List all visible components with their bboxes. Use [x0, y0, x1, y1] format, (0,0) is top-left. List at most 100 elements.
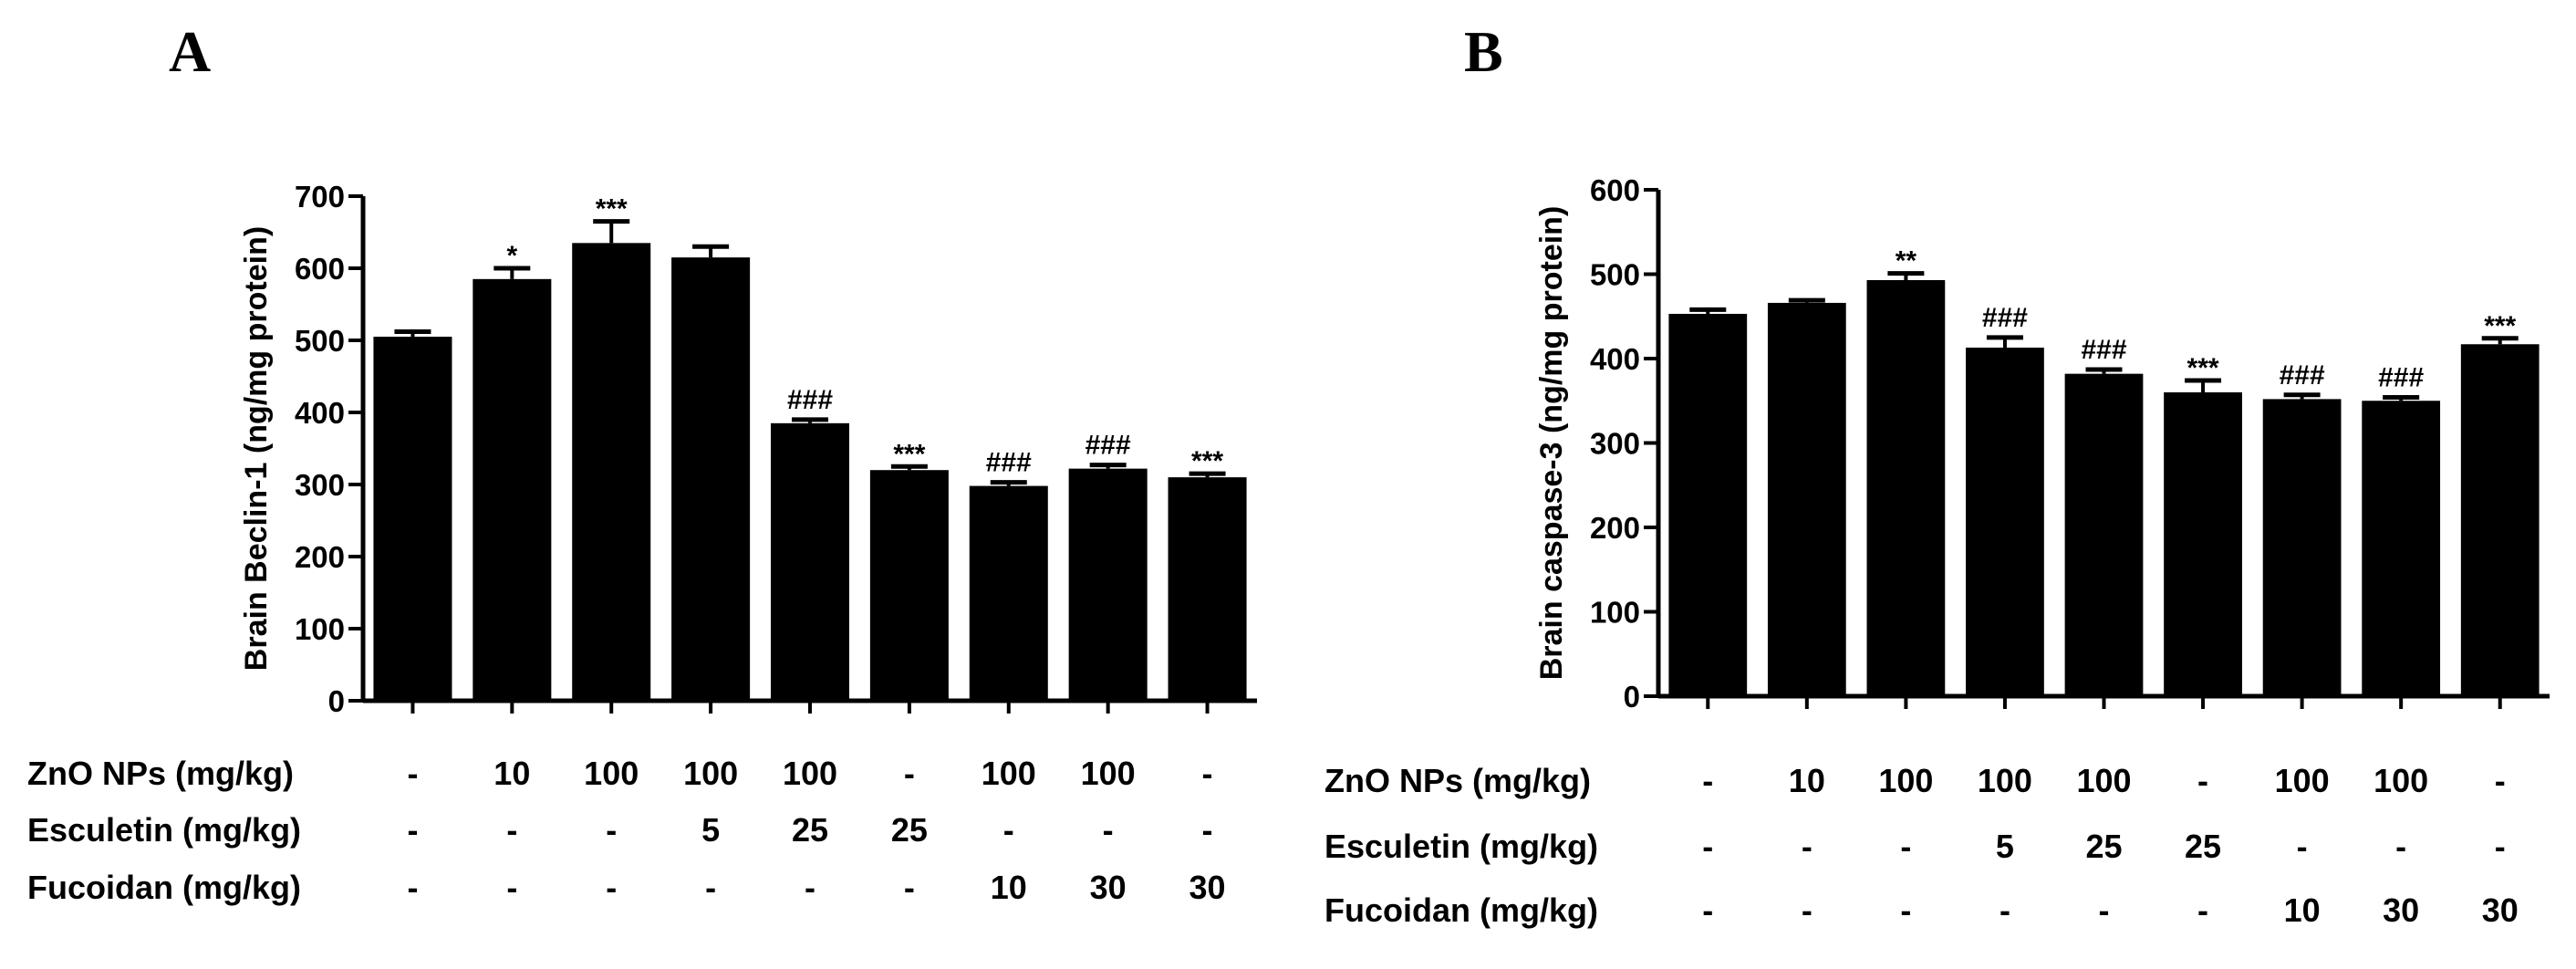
row-label-a: ZnO NPs (mg/kg) [27, 755, 294, 792]
treatment-cell-a: 100 [783, 755, 837, 792]
treatment-cell-a: - [407, 755, 418, 792]
y-tick-label-a: 300 [295, 468, 345, 502]
bar-a-1 [373, 337, 452, 701]
treatment-cell-b: 30 [2482, 891, 2519, 929]
bar-a-8 [1068, 468, 1148, 701]
y-axis-label-a: Brain Beclin-1 (ng/mg protein) [239, 226, 274, 671]
treatment-cell-b: - [1900, 891, 1911, 929]
treatment-cell-b: - [1802, 891, 1813, 929]
y-tick-label-a: 700 [295, 180, 345, 214]
bar-b-4 [1966, 347, 2044, 696]
bar-b-3 [1866, 279, 1946, 696]
significance-a-9: *** [1191, 446, 1223, 476]
significance-a-6: *** [893, 439, 925, 469]
bar-a-9 [1168, 477, 1247, 701]
row-label-a: Esculetin (mg/kg) [27, 811, 301, 849]
treatment-cell-a: - [904, 869, 915, 906]
treatment-cell-a: - [506, 811, 517, 849]
treatment-cell-a: - [1003, 811, 1014, 849]
bar-b-9 [2460, 344, 2540, 696]
treatment-cell-b: - [1702, 891, 1713, 929]
treatment-cell-b: 5 [1996, 828, 2014, 865]
treatment-cell-a: 30 [1090, 869, 1127, 906]
treatment-cell-b: 10 [1789, 762, 1825, 799]
treatment-cell-b: 100 [2275, 762, 2330, 799]
treatment-cell-b: - [1702, 762, 1713, 799]
treatment-cell-a: 25 [891, 811, 928, 849]
y-tick-label-a: 600 [295, 252, 345, 286]
treatment-cell-a: - [705, 869, 716, 906]
treatment-cell-b: - [2395, 828, 2406, 865]
treatment-cell-a: - [1202, 811, 1213, 849]
treatment-cell-a: 100 [683, 755, 738, 792]
y-tick-label-b: 500 [1590, 258, 1640, 292]
y-tick-label-b: 300 [1590, 427, 1640, 461]
bar-a-7 [969, 485, 1048, 701]
significance-b-5: ### [2081, 335, 2126, 365]
significance-b-4: ### [1982, 303, 2028, 333]
treatment-cell-b: - [1900, 828, 1911, 865]
treatment-cell-a: 5 [701, 811, 720, 849]
treatment-cell-a: - [407, 869, 418, 906]
row-label-b: Esculetin (mg/kg) [1324, 828, 1598, 865]
treatment-cell-a: - [407, 811, 418, 849]
y-tick-label-b: 200 [1590, 511, 1640, 545]
significance-a-3: *** [596, 194, 628, 224]
bar-b-5 [2064, 373, 2144, 696]
treatment-cell-a: 30 [1189, 869, 1226, 906]
panel-label-b: B [1464, 19, 1503, 84]
significance-a-7: ### [986, 448, 1032, 478]
row-label-b: ZnO NPs (mg/kg) [1324, 762, 1591, 799]
treatment-cell-a: - [1103, 811, 1114, 849]
treatment-cell-a: 25 [792, 811, 828, 849]
treatment-cell-a: 100 [1081, 755, 1136, 792]
y-tick-label-b: 0 [1624, 680, 1640, 714]
treatment-cell-b: 100 [1878, 762, 1933, 799]
bar-a-2 [473, 278, 552, 701]
treatment-cell-a: 100 [982, 755, 1036, 792]
significance-b-9: *** [2484, 311, 2516, 341]
y-tick-label-b: 100 [1590, 596, 1640, 630]
treatment-cell-a: - [1202, 755, 1213, 792]
treatment-cell-a: - [904, 755, 915, 792]
treatment-cell-b: - [2495, 828, 2506, 865]
treatment-cell-b: 100 [1978, 762, 2032, 799]
treatment-cell-b: - [2099, 891, 2110, 929]
treatment-cell-a: - [606, 869, 617, 906]
treatment-cell-b: 25 [2185, 828, 2221, 865]
bar-a-3 [572, 243, 651, 701]
treatment-cell-a: - [805, 869, 815, 906]
significance-b-3: ** [1896, 246, 1917, 276]
bar-b-1 [1668, 313, 1748, 696]
treatment-cell-a: 100 [584, 755, 639, 792]
y-tick-label-a: 0 [328, 684, 345, 718]
bar-a-5 [770, 422, 850, 701]
bar-b-2 [1767, 302, 1846, 696]
significance-b-6: *** [2187, 353, 2219, 383]
y-tick-label-a: 500 [295, 324, 345, 358]
y-tick-label-a: 100 [295, 612, 345, 646]
significance-b-8: ### [2378, 363, 2424, 393]
treatment-cell-b: - [2297, 828, 2308, 865]
bar-b-8 [2362, 401, 2441, 696]
y-tick-label-b: 400 [1590, 342, 1640, 376]
significance-a-2: * [506, 241, 517, 271]
treatment-cell-a: - [606, 811, 617, 849]
significance-a-8: ### [1085, 431, 1131, 461]
treatment-cell-b: - [2197, 762, 2208, 799]
row-label-a: Fucoidan (mg/kg) [27, 869, 301, 906]
treatment-cell-a: 10 [991, 869, 1027, 906]
treatment-cell-b: - [2197, 891, 2208, 929]
treatment-cell-b: - [2495, 762, 2506, 799]
treatment-cell-b: - [1702, 828, 1713, 865]
bar-b-7 [2262, 399, 2342, 696]
y-axis-label-b: Brain caspase-3 (ng/mg protein) [1534, 206, 1569, 681]
bar-a-6 [869, 470, 949, 701]
treatment-cell-b: 25 [2085, 828, 2122, 865]
y-tick-label-a: 400 [295, 396, 345, 430]
bar-a-4 [671, 257, 751, 701]
treatment-cell-a: - [506, 869, 517, 906]
treatment-cell-b: 100 [2373, 762, 2428, 799]
significance-b-7: ### [2280, 360, 2325, 391]
treatment-cell-a: 10 [493, 755, 530, 792]
